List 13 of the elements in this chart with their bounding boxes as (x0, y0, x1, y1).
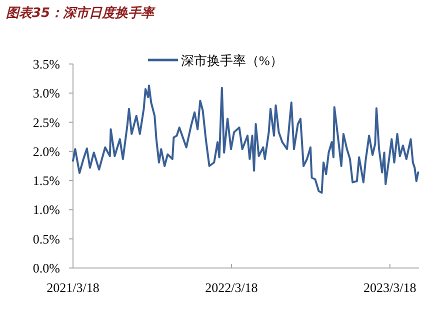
chart-title: 图表35：深市日度换手率 (6, 5, 156, 21)
x-tick-label: 2023/3/18 (364, 280, 416, 295)
legend-label: 深市换手率（%） (181, 53, 283, 68)
x-tick-label: 2022/3/18 (205, 280, 258, 295)
y-tick-label: 0.0% (32, 260, 60, 276)
y-tick-label: 2.0% (32, 144, 60, 159)
y-tick-label: 1.0% (32, 202, 60, 218)
y-tick-label: 3.5% (32, 56, 60, 72)
y-tick-label: 1.5% (32, 173, 60, 188)
y-tick-label: 2.5% (32, 114, 60, 130)
x-tick-label: 2021/3/18 (46, 280, 100, 295)
y-tick-label: 3.0% (32, 86, 60, 101)
y-tick-label: 0.5% (32, 231, 60, 246)
